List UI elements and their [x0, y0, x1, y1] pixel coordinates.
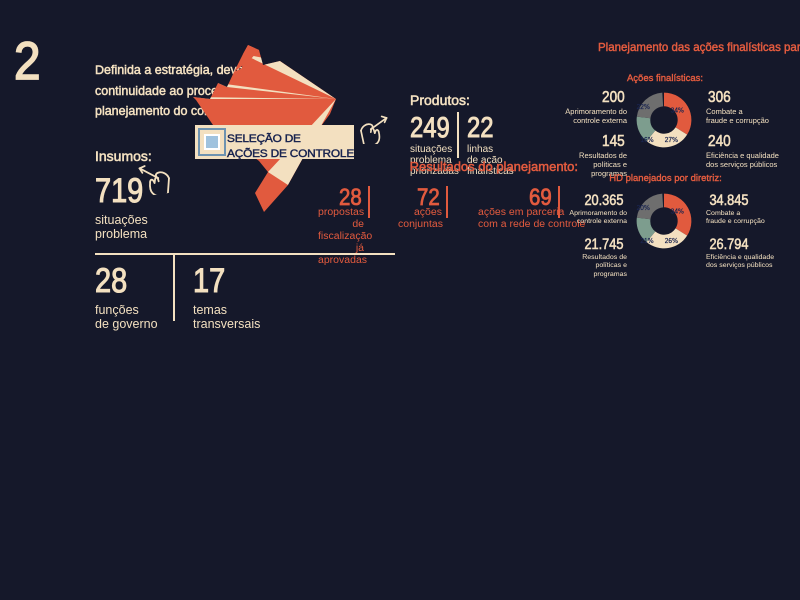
svg-text:34%: 34%: [671, 107, 685, 115]
svg-text:16%: 16%: [640, 136, 654, 144]
svg-text:34%: 34%: [671, 208, 685, 216]
svg-text:22%: 22%: [637, 103, 651, 111]
svg-text:27%: 27%: [665, 136, 679, 144]
svg-text:26%: 26%: [665, 237, 679, 245]
svg-text:20%: 20%: [637, 204, 651, 212]
svg-text:21%: 21%: [640, 237, 654, 245]
